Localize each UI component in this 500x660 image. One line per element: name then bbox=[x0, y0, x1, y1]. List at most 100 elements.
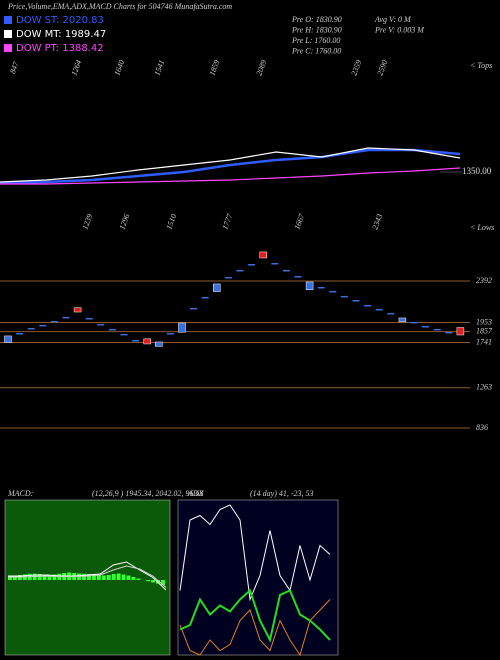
lows-label: < Lows bbox=[470, 223, 494, 232]
candle-body bbox=[155, 341, 163, 347]
candle-body bbox=[387, 312, 395, 315]
level-label: 2392 bbox=[476, 276, 492, 285]
macd-bar bbox=[131, 577, 136, 580]
top-label: 847 bbox=[8, 60, 21, 75]
macd-bar bbox=[12, 576, 17, 580]
low-label: 1510 bbox=[164, 213, 178, 231]
macd-bar bbox=[37, 574, 42, 580]
candle-body bbox=[398, 317, 407, 323]
macd-bar bbox=[116, 573, 121, 580]
price-label: 1350.00 bbox=[462, 166, 492, 176]
low-label: 1777 bbox=[220, 212, 234, 231]
candle-body bbox=[340, 295, 348, 298]
top-label: 2359 bbox=[349, 59, 363, 77]
legend-swatch bbox=[4, 30, 12, 38]
candle-body bbox=[259, 251, 267, 259]
candle-body bbox=[364, 305, 372, 307]
candle-body bbox=[236, 269, 244, 272]
candle-body bbox=[108, 328, 116, 331]
top-label: 1264 bbox=[69, 59, 83, 77]
candle-body bbox=[132, 339, 140, 342]
candle-body bbox=[271, 262, 279, 265]
ema-line bbox=[0, 147, 461, 183]
macd-bar bbox=[8, 577, 12, 580]
candle-body bbox=[433, 328, 441, 331]
macd-bar bbox=[42, 574, 47, 580]
ema-line bbox=[0, 167, 461, 185]
candle-body bbox=[201, 296, 209, 299]
candle-body bbox=[305, 281, 314, 290]
info-text: Pre H: 1830.90 bbox=[291, 25, 342, 34]
legend-label: DOW ST: 2020.83 bbox=[16, 15, 104, 26]
macd-bar bbox=[111, 574, 116, 580]
candle-body bbox=[422, 326, 430, 328]
candle-body bbox=[352, 300, 360, 302]
candle-body bbox=[445, 331, 453, 334]
tops-label: < Tops bbox=[470, 61, 492, 70]
info-text: Pre O: 1830.90 bbox=[291, 15, 342, 24]
legend-label: DOW PT: 1388.42 bbox=[16, 43, 104, 54]
macd-bar bbox=[101, 575, 106, 580]
adx-line bbox=[179, 599, 331, 657]
macd-bar bbox=[82, 573, 87, 580]
legend-swatch bbox=[4, 44, 12, 52]
macd-bar bbox=[52, 574, 57, 580]
candle-body bbox=[410, 321, 418, 324]
macd-bar bbox=[161, 580, 166, 585]
level-label: 1953 bbox=[476, 317, 492, 326]
top-label: 1640 bbox=[112, 59, 126, 77]
candle-body bbox=[248, 264, 256, 266]
info-text: Avg V: 0 M bbox=[374, 15, 412, 24]
candle-body bbox=[16, 332, 24, 335]
legend-label: DOW MT: 1989.47 bbox=[16, 29, 106, 40]
level-label: 1263 bbox=[476, 383, 492, 392]
candle-body bbox=[178, 322, 186, 333]
adx-title: ADX bbox=[187, 489, 205, 498]
ema-line bbox=[0, 148, 461, 185]
candle-body bbox=[27, 327, 35, 330]
top-label: 1859 bbox=[207, 59, 221, 77]
macd-bar bbox=[106, 575, 111, 580]
low-label: 1296 bbox=[117, 213, 131, 231]
candle-body bbox=[282, 269, 290, 272]
candle-body bbox=[317, 286, 325, 289]
macd-title: MACD: bbox=[7, 489, 34, 498]
candle-body bbox=[375, 308, 383, 311]
macd-bar bbox=[91, 574, 96, 580]
top-label: 1541 bbox=[152, 59, 166, 77]
legend-swatch bbox=[4, 16, 12, 24]
macd-line bbox=[8, 565, 167, 588]
top-label: 2089 bbox=[254, 59, 268, 77]
macd-bar bbox=[126, 575, 131, 580]
candle-body bbox=[73, 307, 82, 313]
candle-body bbox=[294, 276, 302, 278]
candle-body bbox=[213, 283, 221, 292]
level-label: 1857 bbox=[476, 326, 493, 335]
adx-line bbox=[179, 588, 331, 643]
candle-body bbox=[39, 324, 47, 327]
info-text: Pre C: 1760.00 bbox=[291, 46, 341, 55]
low-label: 1667 bbox=[292, 212, 306, 231]
macd-bar bbox=[96, 575, 101, 580]
chart-title: Price,Volume,EMA,ADX,MACD Charts for 504… bbox=[7, 2, 232, 11]
macd-bar bbox=[151, 580, 156, 583]
candle-body bbox=[190, 307, 198, 310]
macd-line bbox=[8, 561, 167, 591]
macd-values: (12,26,9 ) 1945.34, 2042.02, 96.68 bbox=[92, 489, 203, 498]
candle-body bbox=[97, 324, 105, 326]
candle-body bbox=[166, 332, 174, 335]
candle-body bbox=[329, 290, 337, 293]
macd-bar bbox=[87, 574, 91, 580]
info-text: Pre V: 0.003 M bbox=[374, 25, 425, 34]
macd-bar bbox=[121, 574, 126, 580]
candle-body bbox=[120, 333, 128, 336]
candle-body bbox=[224, 276, 232, 279]
macd-bar bbox=[146, 580, 151, 582]
candle-body bbox=[85, 317, 93, 320]
candle-body bbox=[50, 320, 58, 323]
candle-body bbox=[143, 338, 151, 345]
low-label: 2343 bbox=[370, 213, 384, 231]
adx-line bbox=[179, 504, 331, 602]
candle-body bbox=[62, 316, 70, 319]
